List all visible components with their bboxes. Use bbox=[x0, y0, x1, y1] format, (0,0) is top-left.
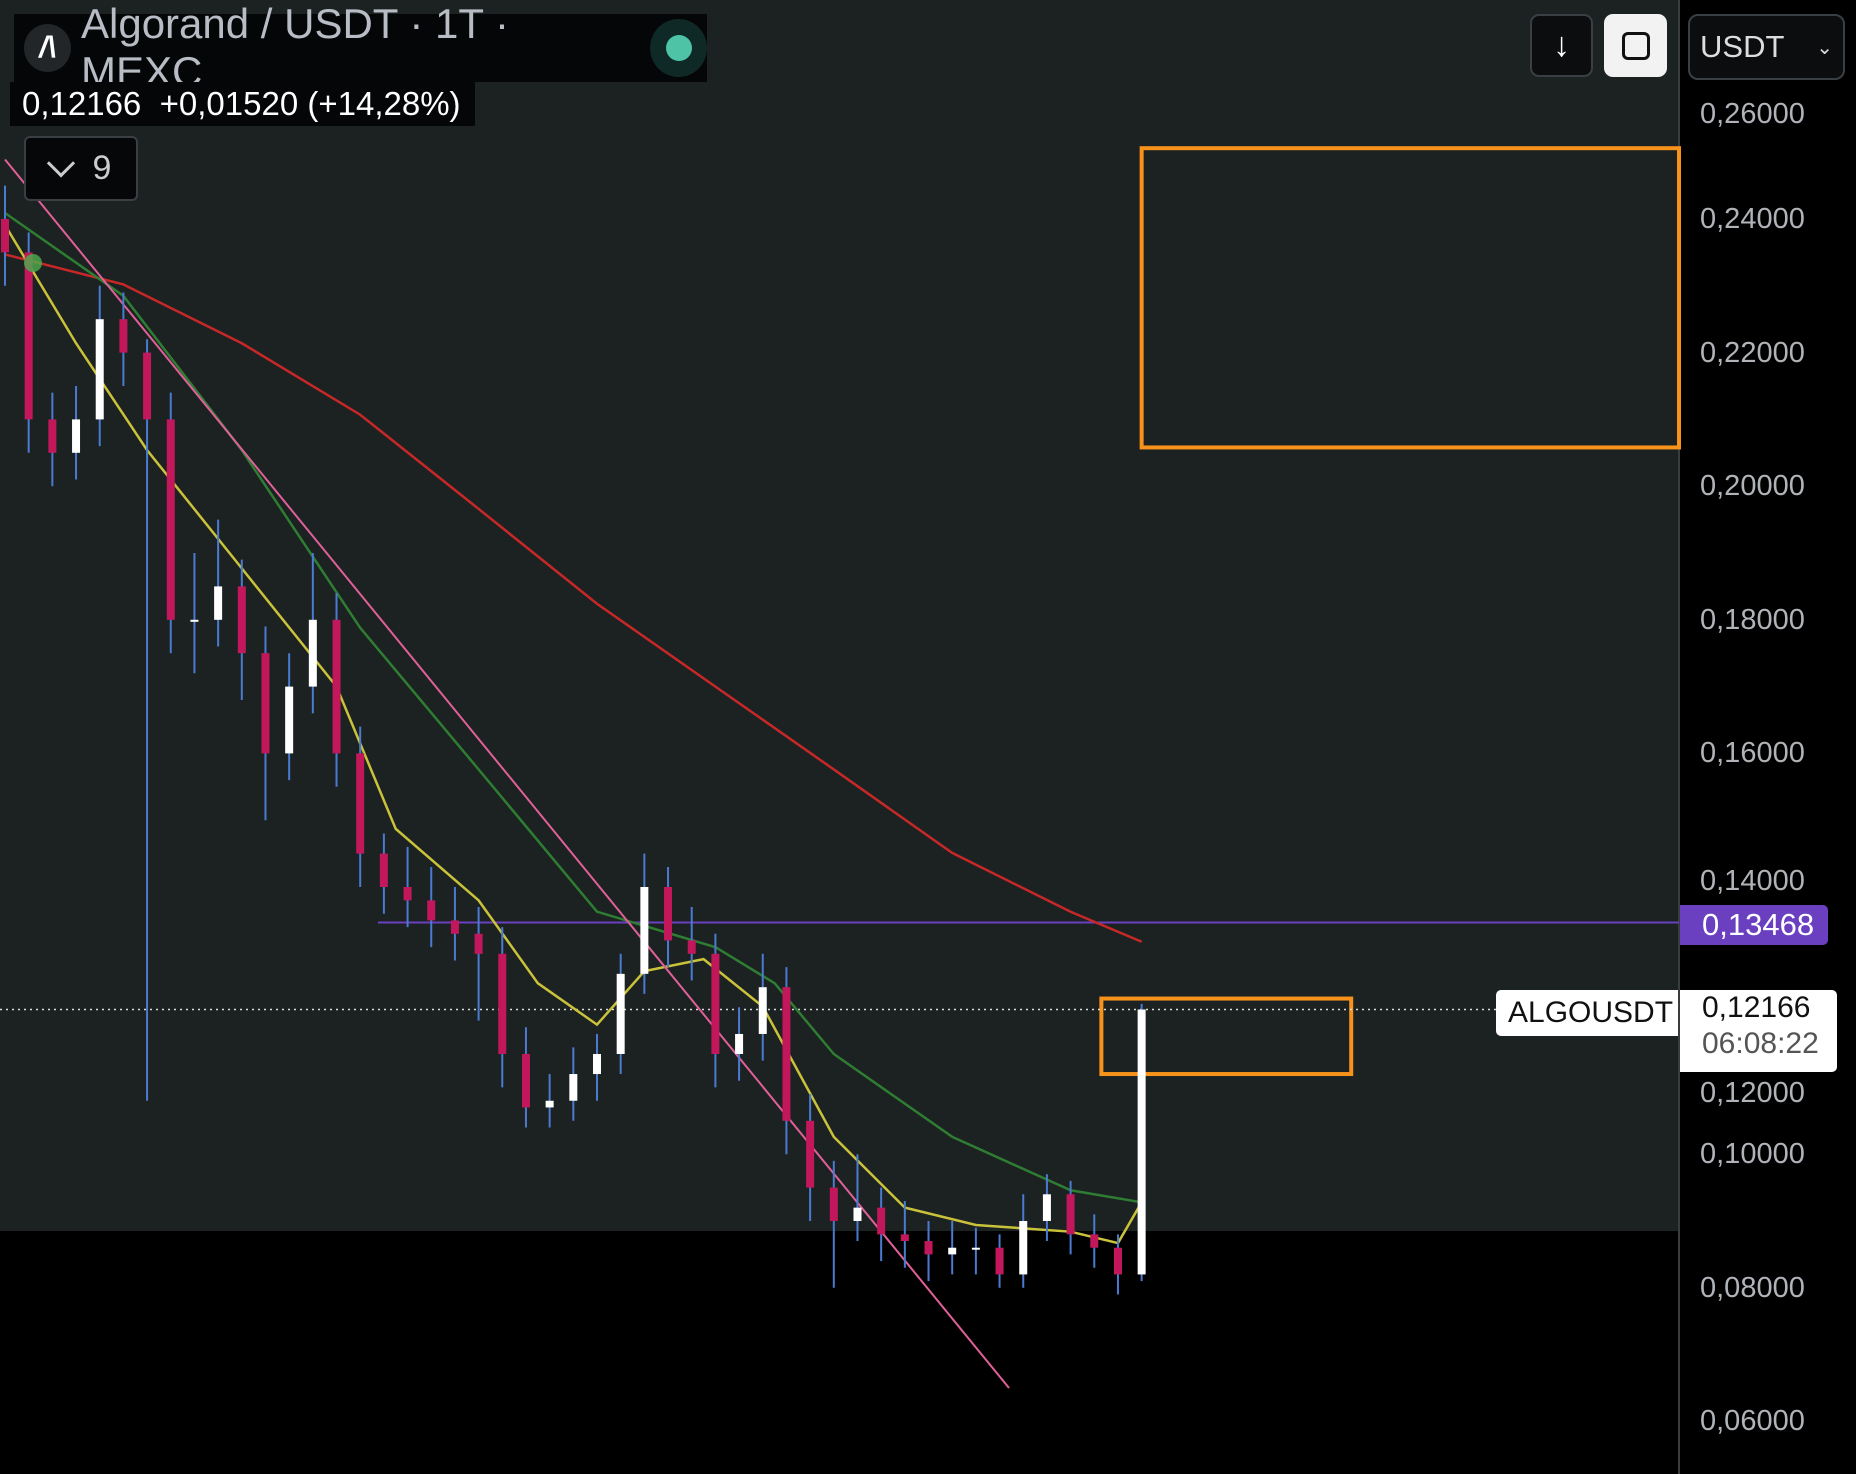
price-tick: 0,18000 bbox=[1700, 603, 1805, 636]
candle-body bbox=[72, 419, 81, 453]
ohlc-values: 0,12166 +0,01520 (+14,28%) bbox=[10, 82, 475, 126]
candle-body bbox=[356, 753, 365, 854]
candle-body bbox=[758, 987, 767, 1034]
price-tick: 0,24000 bbox=[1700, 203, 1805, 235]
candle-body bbox=[877, 1207, 886, 1235]
indicator-count: 9 bbox=[92, 149, 112, 187]
candle-body bbox=[261, 653, 270, 754]
price-change: +0,01520 bbox=[159, 85, 299, 122]
currency-select[interactable]: USDT ⌄ bbox=[1688, 14, 1845, 80]
price-tick: 0,14000 bbox=[1700, 865, 1805, 897]
candle-body bbox=[143, 352, 152, 420]
fullscreen-icon bbox=[1621, 31, 1650, 60]
candle-body bbox=[829, 1187, 838, 1221]
price-tick: 0,16000 bbox=[1700, 737, 1805, 770]
candle-body bbox=[48, 419, 57, 453]
candle-countdown: 06:08:22 bbox=[1702, 1027, 1819, 1060]
last-price: 0,12166 bbox=[22, 85, 142, 122]
candle-body bbox=[427, 900, 436, 921]
indicators-toggle-button[interactable]: 9 bbox=[24, 136, 138, 201]
zone-box bbox=[1139, 146, 1681, 450]
price-change-percent: (+14,28%) bbox=[307, 85, 461, 122]
candle-body bbox=[995, 1247, 1004, 1275]
symbol-label: ALGOUSDT bbox=[1496, 990, 1678, 1036]
candle-body bbox=[308, 619, 317, 687]
symbol-title: Algorand / USDT · 1T · MEXC bbox=[81, 0, 509, 95]
price-tick: 0,26000 bbox=[1700, 98, 1805, 131]
candle-body bbox=[214, 586, 223, 620]
candle-body bbox=[521, 1054, 530, 1108]
price-tick: 0,20000 bbox=[1700, 470, 1805, 503]
candle-body bbox=[474, 933, 483, 954]
zone-box bbox=[1099, 996, 1354, 1077]
arrow-down-icon: ↓ bbox=[1553, 26, 1570, 64]
candle-body bbox=[900, 1234, 909, 1242]
candle-body bbox=[450, 920, 459, 934]
chevron-down-icon: ⌄ bbox=[1816, 36, 1833, 59]
fullscreen-button[interactable] bbox=[1604, 14, 1667, 77]
candle-body bbox=[1, 219, 9, 253]
candle-body bbox=[1042, 1194, 1051, 1221]
candle-body bbox=[971, 1247, 980, 1250]
symbol-legend[interactable]: /\ Algorand / USDT · 1T · MEXC bbox=[14, 0, 707, 95]
candle-body bbox=[285, 686, 294, 754]
price-tick: 0,06000 bbox=[1700, 1405, 1805, 1438]
price-tick: 0,12000 bbox=[1700, 1076, 1805, 1109]
signal-marker bbox=[24, 254, 42, 272]
candle-body bbox=[782, 987, 791, 1121]
candle-body bbox=[545, 1100, 554, 1108]
candle-body bbox=[948, 1247, 957, 1255]
candle-body bbox=[1066, 1194, 1075, 1235]
trendline bbox=[4, 158, 1010, 1389]
candle-body bbox=[711, 953, 720, 1054]
candle-body bbox=[498, 953, 507, 1054]
candle-body bbox=[1019, 1221, 1028, 1275]
last-price-value: 0,12166 bbox=[1702, 991, 1811, 1024]
horizontal-line-price-label: 0,13468 bbox=[1680, 905, 1828, 945]
last-price-label: 0,12166 06:08:22 bbox=[1680, 990, 1837, 1072]
ma-slow-line bbox=[4, 253, 1143, 943]
candle-body bbox=[119, 319, 128, 353]
candle-body bbox=[1113, 1247, 1122, 1275]
candle-body bbox=[924, 1241, 933, 1255]
candle-body bbox=[166, 419, 175, 620]
candle-body bbox=[853, 1207, 862, 1221]
candle-body bbox=[190, 619, 199, 622]
candle-body bbox=[569, 1074, 578, 1101]
algorand-logo-icon: /\ bbox=[24, 24, 71, 72]
candle-body bbox=[593, 1054, 601, 1075]
candle-body bbox=[806, 1120, 815, 1188]
candle-body bbox=[237, 586, 246, 654]
candle-body bbox=[379, 853, 388, 887]
candle-body bbox=[735, 1033, 744, 1054]
price-tick: 0,22000 bbox=[1700, 336, 1805, 369]
currency-value: USDT bbox=[1700, 29, 1785, 64]
scroll-to-latest-button[interactable]: ↓ bbox=[1530, 14, 1593, 77]
candle-body bbox=[1090, 1234, 1099, 1248]
chart-background bbox=[0, 0, 1679, 1231]
candle-body bbox=[1137, 1009, 1146, 1275]
candle-body bbox=[24, 252, 33, 420]
chevron-down-icon bbox=[46, 148, 75, 177]
candle-body bbox=[687, 940, 696, 954]
price-tick: 0,10000 bbox=[1700, 1138, 1805, 1171]
candle-body bbox=[332, 619, 341, 754]
candle-body bbox=[664, 887, 673, 941]
price-tick: 0,08000 bbox=[1700, 1271, 1805, 1304]
candle-body bbox=[95, 319, 104, 420]
chart-lower-area bbox=[0, 1231, 1679, 1474]
candle-body bbox=[616, 973, 625, 1054]
candle-body bbox=[403, 887, 412, 901]
candle-body bbox=[640, 887, 649, 974]
market-status-icon bbox=[650, 19, 707, 77]
